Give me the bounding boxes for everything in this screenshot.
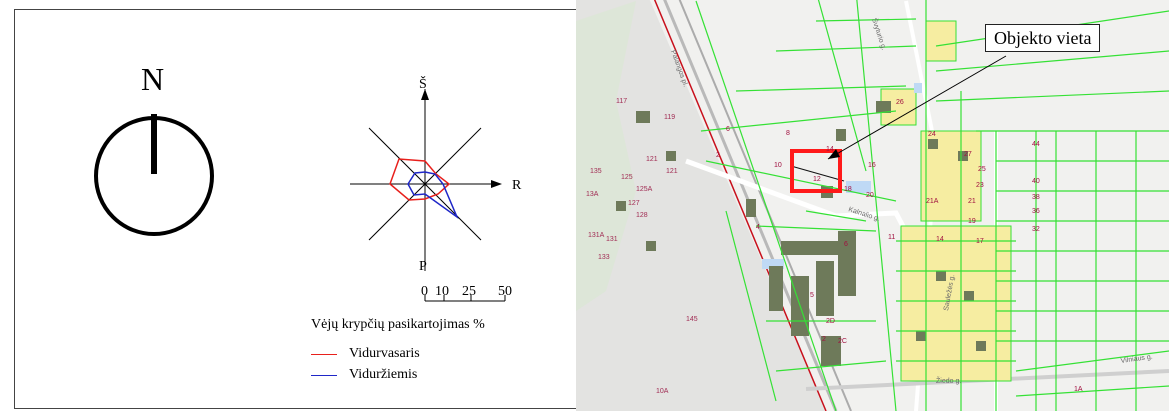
grey-zone — [576, 0, 826, 411]
object-location-highlight — [790, 149, 842, 193]
parcel-number: 133 — [598, 254, 610, 261]
cadastral-map: Palangos pl. Švyturio g. Kalnalio g. Sau… — [576, 0, 1169, 411]
parcel-number: 131A — [588, 232, 605, 239]
parcel-number: 11 — [888, 234, 895, 241]
scale-label-0: 0 — [421, 284, 428, 299]
parcel-number: 38 — [1032, 194, 1040, 201]
parcel-number: 10 — [774, 162, 782, 169]
parcel-number: 12 — [813, 176, 821, 183]
parcel-number: 26 — [896, 99, 904, 106]
rose-label-south: P — [419, 259, 427, 274]
parcel-number: 119 — [664, 114, 675, 121]
summer-wind-polygon — [389, 158, 451, 201]
wind-rose-chart: Š R P 0 10 25 50 — [350, 76, 522, 302]
parcel-number: 125A — [636, 186, 653, 193]
parcel-number: 128 — [636, 212, 648, 219]
parcel-number: 14 — [826, 146, 834, 153]
callout-arrowhead-icon — [828, 149, 840, 159]
rose-label-east: R — [512, 178, 522, 193]
parcel-number: 19 — [968, 218, 976, 225]
parcel-number: 2C — [838, 338, 847, 345]
parcel-number: 21 — [968, 198, 976, 205]
railway-line — [653, 0, 827, 411]
parcel-number: 10A — [656, 388, 669, 395]
parcel-number: 8 — [786, 130, 790, 137]
wind-rose-title: Vėjų krypčių pasikartojimas % — [311, 317, 485, 332]
rose-label-north: Š — [419, 76, 427, 92]
parcel-number: 5 — [810, 292, 814, 299]
parcel-number: 4 — [756, 224, 760, 231]
parcel-number: 1A — [1074, 386, 1083, 393]
legend-label-winter: Viduržiemis — [349, 367, 418, 382]
parcel-number: 127 — [628, 200, 640, 207]
legend-item-winter: Viduržiemis — [311, 367, 417, 383]
legend-panel: N Š R P 0 10 25 50 Vėjų krypčių pasikart… — [15, 10, 591, 408]
east-arrowhead-icon — [491, 180, 502, 188]
parcel-number: 21A — [926, 198, 939, 205]
parcel-number: 117 — [616, 98, 627, 105]
parcel-number: 135 — [590, 168, 602, 175]
scale-label-10: 10 — [435, 284, 449, 299]
parcel-number: 23 — [976, 182, 984, 189]
street-label: Žiedo g. — [936, 376, 961, 385]
legend-swatch-winter — [311, 374, 337, 376]
parcel-number: 27 — [964, 151, 972, 158]
parcel-number: 24 — [928, 131, 936, 138]
parcel-number: 14 — [936, 236, 944, 243]
parcel-number: 125 — [621, 174, 633, 181]
street-label: Vilniaus g. — [1120, 354, 1153, 365]
scale-label-25: 25 — [462, 284, 476, 299]
north-arrowhead-icon — [421, 89, 429, 100]
parcel-number: 40 — [1032, 178, 1040, 185]
rose-axis-diagonal-2 — [368, 127, 482, 241]
parcel-number: 131 — [606, 236, 618, 243]
parcel-number: 44 — [1032, 141, 1040, 148]
parcel-number: 32 — [1032, 226, 1040, 233]
winter-wind-polygon — [407, 171, 459, 220]
parcel-number: 20 — [866, 192, 874, 199]
parcel-number: 2 — [716, 152, 720, 159]
greenery-zone — [576, 1, 636, 311]
parcel-number: 18 — [844, 186, 852, 193]
parcel-number: 121 — [646, 156, 658, 163]
parcel-number: 6 — [726, 126, 730, 133]
map-panel: Palangos pl. Švyturio g. Kalnalio g. Sau… — [576, 0, 1169, 411]
parcel-number: 13A — [586, 191, 599, 198]
parcel-number: 121 — [666, 168, 678, 175]
parcel-number: 36 — [1032, 208, 1040, 215]
parcel-number: 145 — [686, 316, 698, 323]
legend-swatch-summer — [311, 353, 337, 355]
legend-item-summer: Vidurvasaris — [311, 346, 420, 362]
parcel-number: 16 — [868, 162, 876, 169]
legend-label-summer: Vidurvasaris — [349, 346, 420, 361]
north-arrow-icon — [94, 114, 214, 236]
parcel-number: 17 — [976, 238, 984, 245]
scale-label-50: 50 — [498, 284, 512, 299]
object-location-callout: Objekto vieta — [985, 24, 1101, 52]
parcel-number: 2 — [822, 336, 826, 343]
north-label: N — [141, 61, 165, 97]
parcel-number: 25 — [978, 166, 986, 173]
parcel-number: 6 — [844, 241, 848, 248]
parcel-number: 2D — [826, 318, 835, 325]
callout-leader-line — [827, 55, 1007, 160]
